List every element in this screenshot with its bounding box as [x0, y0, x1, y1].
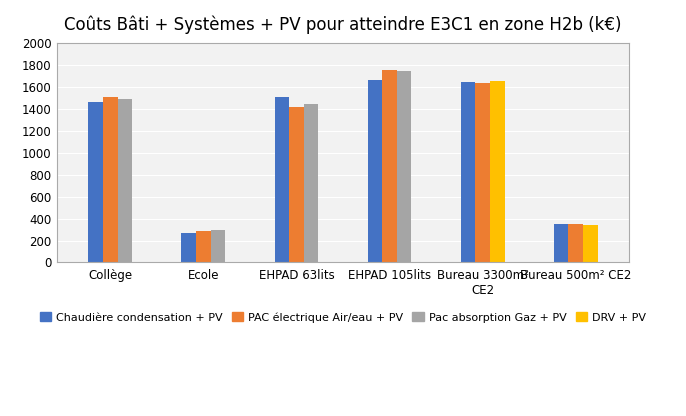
Bar: [583, 225, 598, 262]
Bar: [211, 230, 225, 262]
Bar: [397, 71, 412, 262]
Legend: Chaudière condensation + PV, PAC électrique Air/eau + PV, Pac absorption Gaz + P: Chaudière condensation + PV, PAC électri…: [35, 307, 651, 327]
Bar: [274, 97, 289, 262]
Bar: [490, 81, 505, 262]
Bar: [475, 83, 490, 262]
Bar: [103, 97, 117, 262]
Bar: [368, 80, 382, 262]
Bar: [461, 82, 475, 262]
Bar: [289, 107, 304, 262]
Bar: [554, 223, 569, 262]
Bar: [117, 99, 132, 262]
Bar: [382, 69, 397, 262]
Bar: [569, 224, 583, 262]
Title: Coûts Bâti + Systèmes + PV pour atteindre E3C1 en zone H2b (k€): Coûts Bâti + Systèmes + PV pour atteindr…: [64, 15, 622, 34]
Bar: [304, 104, 318, 262]
Bar: [88, 102, 103, 262]
Bar: [181, 233, 196, 262]
Bar: [196, 231, 211, 262]
